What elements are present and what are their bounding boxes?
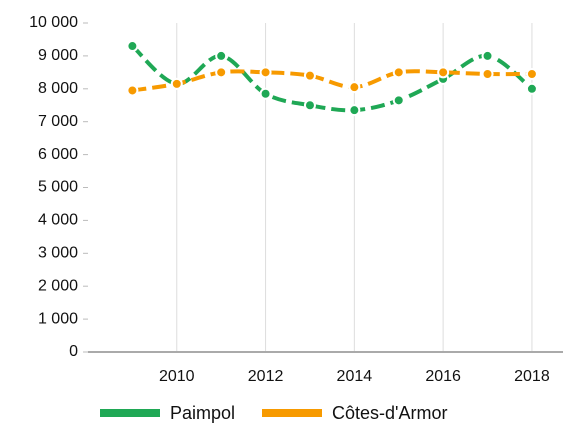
y-tick-label: 6 000 [38, 146, 78, 163]
y-tick-label: 3 000 [38, 245, 78, 262]
point [348, 81, 361, 94]
y-tick-label: 7 000 [38, 113, 78, 130]
point [348, 104, 361, 117]
point [259, 66, 272, 79]
point [259, 87, 272, 100]
series-line [131, 44, 534, 113]
legend-label: Paimpol [170, 403, 235, 423]
point [481, 67, 494, 80]
point [392, 94, 405, 107]
x-tick-label: 2018 [514, 368, 550, 385]
point [215, 49, 228, 62]
point [525, 67, 538, 80]
legend-swatch [100, 409, 160, 417]
x-tick-label: 2016 [425, 368, 461, 385]
y-tick-label: 10 000 [29, 14, 78, 31]
point [525, 82, 538, 95]
y-tick-label: 4 000 [38, 212, 78, 229]
x-tick-label: 2014 [337, 368, 373, 385]
y-tick-label: 8 000 [38, 80, 78, 97]
y-tick-label: 1 000 [38, 310, 78, 327]
point [303, 99, 316, 112]
x-tick-label: 2010 [159, 368, 195, 385]
legend-label: Côtes-d'Armor [332, 403, 447, 423]
point [481, 49, 494, 62]
x-tick-label: 2012 [248, 368, 284, 385]
series-line [132, 69, 532, 93]
point [392, 66, 405, 79]
y-tick-label: 5 000 [38, 179, 78, 196]
y-tick-label: 2 000 [38, 277, 78, 294]
y-tick-label: 9 000 [38, 47, 78, 64]
point [126, 40, 139, 53]
point [215, 66, 228, 79]
point [437, 66, 450, 79]
point [303, 69, 316, 82]
y-tick-label: 0 [69, 343, 78, 360]
point [126, 84, 139, 97]
point [170, 77, 183, 90]
legend-swatch [262, 409, 322, 417]
